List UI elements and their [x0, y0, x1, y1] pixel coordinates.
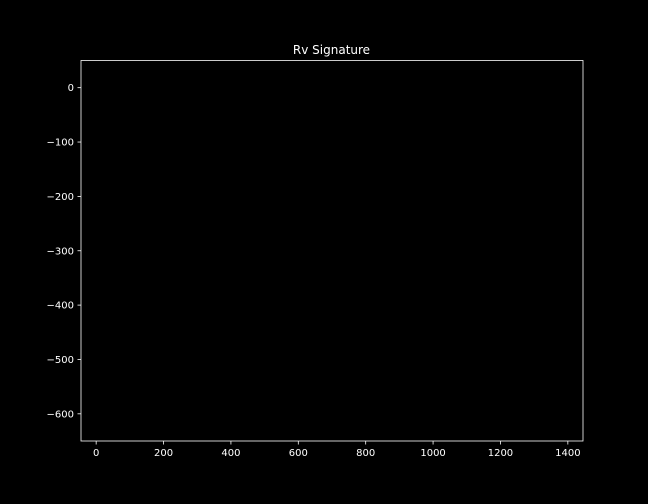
y-axis: 0 −100 −200 −300 −400 −500 −600 [47, 83, 81, 420]
y-tick-label: −400 [47, 301, 74, 312]
chart-title: Rv Signature [293, 43, 370, 57]
y-tick-label: −100 [47, 138, 74, 149]
x-tick-label: 600 [289, 448, 308, 459]
y-tick-label: −300 [47, 246, 74, 257]
x-tick-label: 1000 [420, 448, 445, 459]
x-tick-label: 0 [93, 448, 99, 459]
y-tick-label: −500 [47, 355, 74, 366]
y-tick-label: −600 [47, 409, 74, 420]
x-tick-label: 1200 [488, 448, 513, 459]
x-tick-label: 200 [154, 448, 173, 459]
plot-area [80, 60, 584, 442]
x-tick-label: 800 [356, 448, 375, 459]
x-axis: 0 200 400 600 800 1000 1200 1400 [93, 441, 581, 459]
x-tick-label: 400 [221, 448, 240, 459]
y-tick-label: −200 [47, 192, 74, 203]
y-tick-label: 0 [68, 83, 74, 94]
x-tick-label: 1400 [555, 448, 580, 459]
